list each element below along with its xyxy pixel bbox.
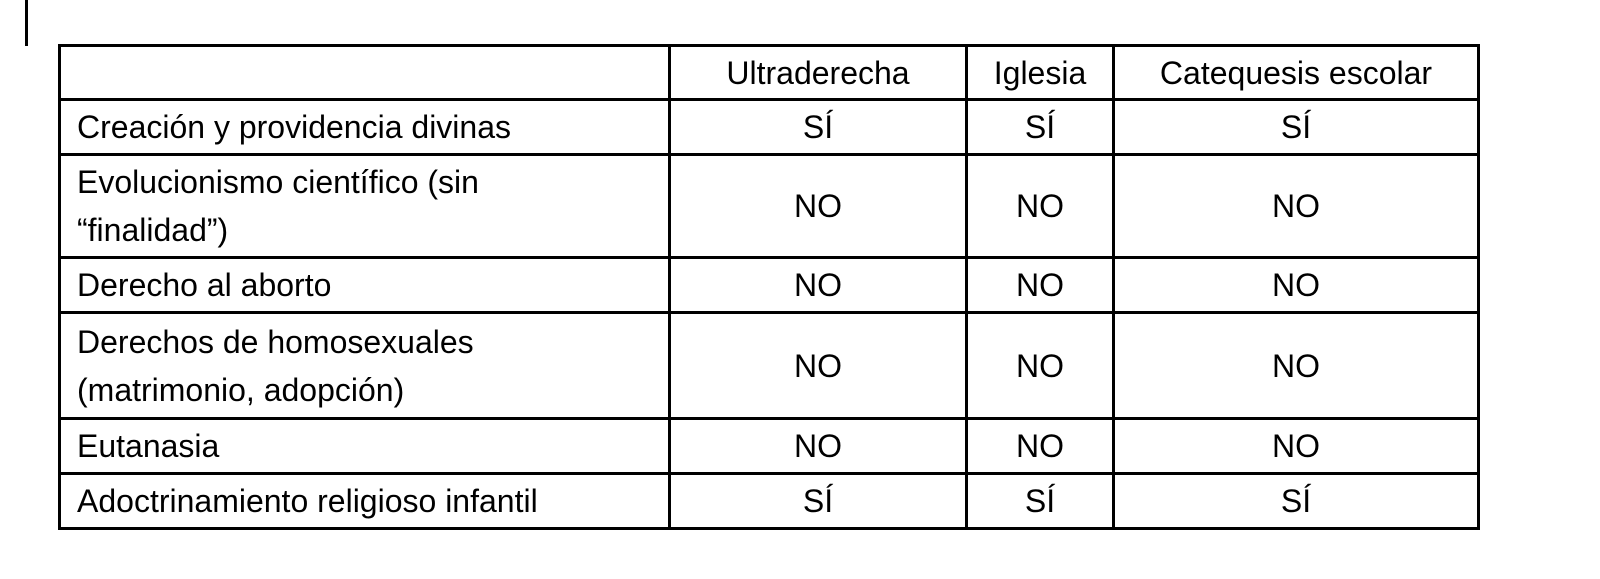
table-cell: NO (668, 153, 968, 259)
table-row: Derecho al aborto NO NO NO (58, 256, 1480, 314)
text-cursor (25, 0, 28, 46)
row-label: Derechos de homosexuales (matrimonio, ad… (58, 311, 671, 420)
header-empty-cell (58, 44, 671, 101)
table-row: Creación y providencia divinas SÍ SÍ SÍ (58, 98, 1480, 156)
table-cell: NO (965, 417, 1115, 475)
row-label: Eutanasia (58, 417, 671, 475)
table-cell: NO (965, 311, 1115, 420)
table-row: Eutanasia NO NO NO (58, 417, 1480, 475)
table-cell: SÍ (1112, 98, 1480, 156)
row-label: Derecho al aborto (58, 256, 671, 314)
table-row: Adoctrinamiento religioso infantil SÍ SÍ… (58, 472, 1480, 530)
table-cell: NO (1112, 153, 1480, 259)
table-cell: NO (1112, 256, 1480, 314)
table-cell: NO (1112, 417, 1480, 475)
table-cell: NO (668, 417, 968, 475)
column-header-ultraderecha: Ultraderecha (668, 44, 968, 101)
row-label: Creación y providencia divinas (58, 98, 671, 156)
header-row: Ultraderecha Iglesia Catequesis escolar (58, 44, 1480, 101)
table-cell: NO (1112, 311, 1480, 420)
comparison-table: Ultraderecha Iglesia Catequesis escolar … (58, 44, 1480, 530)
table-cell: NO (965, 256, 1115, 314)
table-cell: SÍ (668, 472, 968, 530)
table-row: Evolucionismo científico (sin “finalidad… (58, 153, 1480, 259)
table-cell: SÍ (965, 472, 1115, 530)
table-cell: NO (965, 153, 1115, 259)
table-row: Derechos de homosexuales (matrimonio, ad… (58, 311, 1480, 420)
table-cell: SÍ (668, 98, 968, 156)
table-cell: NO (668, 311, 968, 420)
column-header-iglesia: Iglesia (965, 44, 1115, 101)
row-label: Evolucionismo científico (sin “finalidad… (58, 153, 671, 259)
row-label: Adoctrinamiento religioso infantil (58, 472, 671, 530)
table-cell: SÍ (965, 98, 1115, 156)
column-header-catequesis: Catequesis escolar (1112, 44, 1480, 101)
table-cell: NO (668, 256, 968, 314)
table-cell: SÍ (1112, 472, 1480, 530)
